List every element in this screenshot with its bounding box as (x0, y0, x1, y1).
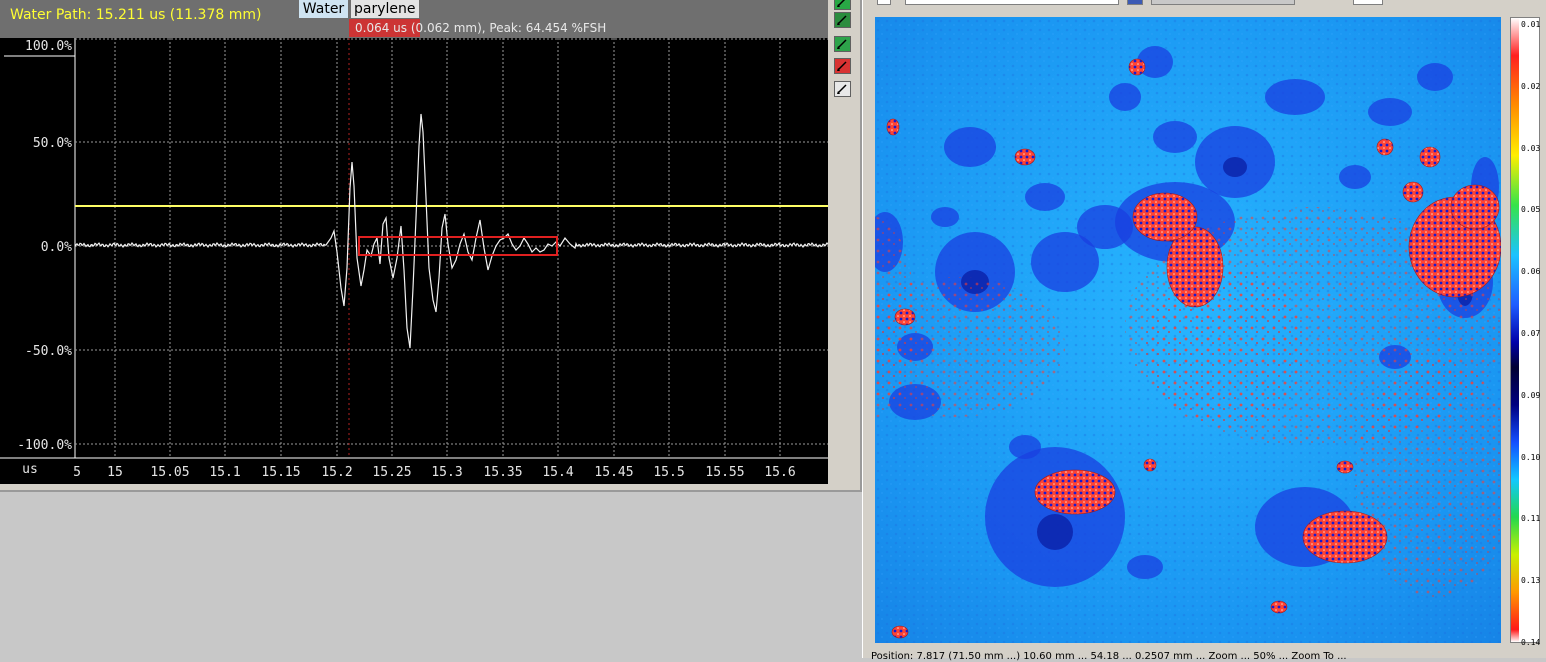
ascan-plot[interactable]: 100.0% 50.0% 0.0% -50.0% -100.0% 5 15 15.05 15.1… (0, 38, 828, 484)
gate-indicator-bar (349, 19, 420, 37)
scale-tick-label: 0.14 (1521, 638, 1541, 647)
y-tick-label: 100.0% (25, 39, 72, 54)
toolbar-dropdown[interactable] (905, 0, 1119, 5)
x-tick-label: 5 (73, 465, 81, 480)
red-marker-icon[interactable] (834, 58, 851, 74)
y-tick-label: 0.0% (41, 240, 72, 255)
ascan-header: Water Path: 15.211 us (11.378 mm) Water … (0, 0, 828, 38)
scale-tick-label: 0.02 (1521, 81, 1541, 91)
x-tick-label: 15.2 (321, 465, 352, 480)
scale-tick-label: 0.11 (1521, 514, 1541, 524)
cscan-image[interactable] (875, 17, 1501, 643)
x-tick-label: 15.15 (261, 465, 300, 480)
grid-icon[interactable] (834, 36, 851, 52)
pencil-icon[interactable] (834, 0, 851, 10)
color-scale-bar (1511, 18, 1519, 642)
status-line: Position: 7.817 (71.50 mm ...) 10.60 mm … (871, 651, 1347, 662)
x-tick-label: 15.05 (150, 465, 189, 480)
scale-tick-label: 0.05 (1521, 205, 1541, 215)
toolbar-icon-button[interactable] (1127, 0, 1143, 5)
gate-info-readout: 0.064 us (0.062 mm), Peak: 64.454 %FSH (355, 21, 607, 35)
x-tick-label: 15.45 (594, 465, 633, 480)
x-tick-label: 15.1 (209, 465, 240, 480)
toolbar-field[interactable] (1151, 0, 1295, 5)
scale-tick-label: 0.09 (1521, 390, 1541, 400)
x-tick-label: 15.5 (653, 465, 684, 480)
scale-tick-label: 0.13 (1521, 576, 1541, 586)
color-scale: 0.01 0.02 0.03 0.05 0.06 0.07 0.09 0.10 0.11 0.13… (1510, 17, 1541, 647)
x-tick-label: 15.4 (542, 465, 573, 480)
x-tick-label: 15.35 (483, 465, 522, 480)
x-unit-label: us (22, 462, 38, 477)
x-tick-label: 15.55 (705, 465, 744, 480)
cscan-image-svg (875, 17, 1501, 643)
toolbar-button[interactable] (877, 0, 891, 5)
x-tick-label: 15.3 (431, 465, 462, 480)
water-path-readout: Water Path: 15.211 us (11.378 mm) (10, 7, 262, 23)
ascan-waveform (74, 113, 828, 349)
edit-icon[interactable] (834, 81, 851, 97)
scale-tick-label: 0.06 (1521, 267, 1541, 277)
ascan-plot-svg: 100.0% 50.0% 0.0% -50.0% -100.0%5 15 15.05 15.1… (0, 38, 828, 480)
ascan-side-toolbar (832, 0, 854, 104)
scale-tick-label: 0.07 (1521, 329, 1541, 338)
y-tick-label: -100.0% (17, 438, 72, 453)
gate-parylene-tab[interactable]: parylene (351, 0, 419, 18)
eraser-icon[interactable] (834, 12, 851, 28)
scale-tick-label: 0.01 (1521, 20, 1541, 29)
y-tick-label: -50.0% (25, 344, 72, 359)
scale-tick-label: 0.03 (1521, 143, 1541, 153)
cscan-toolbar (863, 0, 1546, 10)
x-tick-label: 15 (107, 465, 123, 480)
ascan-window: Water Path: 15.211 us (11.378 mm) Water … (0, 0, 862, 492)
x-tick-label: 15.6 (764, 465, 795, 480)
gate-water-tab[interactable]: Water (299, 0, 348, 18)
toolbar-spinner[interactable] (1353, 0, 1383, 5)
parylene-gate-box (358, 236, 558, 256)
x-tick-label: 15.25 (372, 465, 411, 480)
cscan-window: 0.01 0.02 0.03 0.05 0.06 0.07 0.09 0.10 0.11 0.13… (862, 0, 1546, 662)
scale-tick-label: 0.10 (1521, 452, 1541, 462)
y-tick-label: 50.0% (33, 136, 72, 151)
